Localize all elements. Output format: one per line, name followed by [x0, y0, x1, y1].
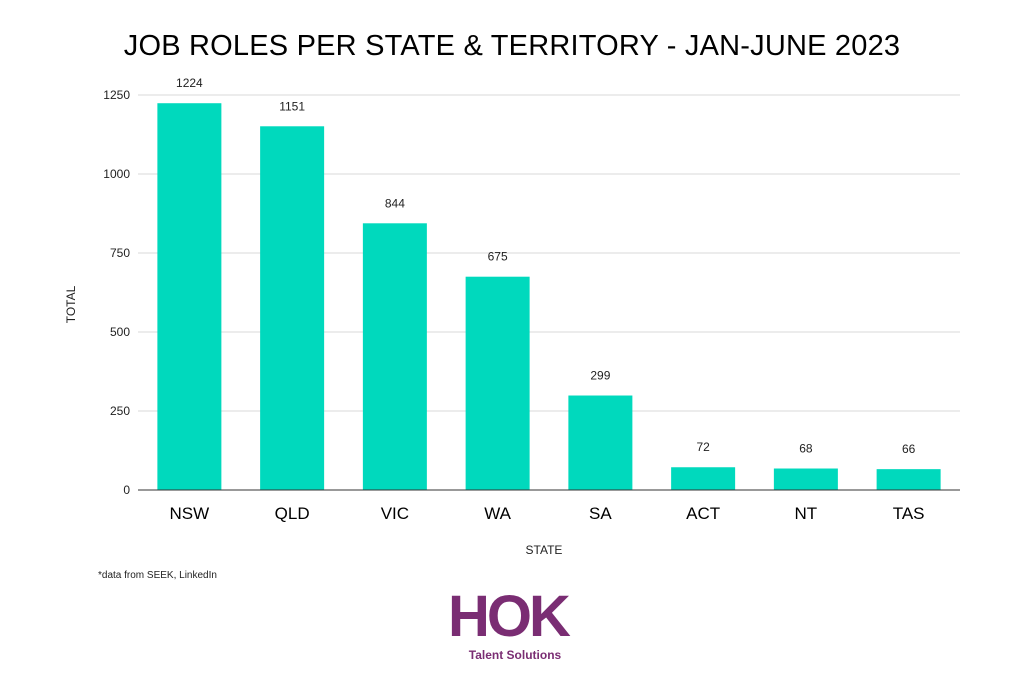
y-tick-label: 250 [110, 404, 130, 418]
data-labels: 1224 1151 844 675 299 72 68 66 [176, 76, 916, 456]
data-label: 844 [385, 196, 405, 210]
y-tick-label: 1000 [103, 167, 130, 181]
bars [157, 103, 941, 490]
data-label: 1224 [176, 76, 203, 90]
data-label: 299 [590, 369, 610, 383]
logo-mark: HOK [448, 584, 571, 649]
y-tick-label: 1250 [103, 88, 130, 102]
y-tick-label: 500 [110, 325, 130, 339]
x-tick-label: NSW [170, 504, 210, 523]
x-axis-label: STATE [526, 543, 563, 557]
y-tick-label: 750 [110, 246, 130, 260]
bar-nsw [157, 103, 222, 490]
y-tick-label: 0 [123, 483, 130, 497]
data-label: 66 [902, 442, 916, 456]
bar-wa [465, 276, 530, 490]
x-tick-label: NT [795, 504, 818, 523]
data-label: 72 [696, 440, 710, 454]
bar-vic [362, 223, 427, 490]
y-axis-label: TOTAL [64, 285, 78, 323]
x-tick-label: WA [484, 504, 511, 523]
logo-tagline: Talent Solutions [468, 648, 562, 662]
x-tick-label: TAS [893, 504, 925, 523]
bar-qld [260, 126, 325, 490]
data-label: 68 [799, 442, 813, 456]
chart-title: JOB ROLES PER STATE & TERRITORY - JAN-JU… [123, 30, 901, 62]
x-tick-label: SA [589, 504, 612, 523]
x-tick-label: VIC [381, 504, 409, 523]
data-label: 675 [488, 250, 508, 264]
data-source-footnote: *data from SEEK, LinkedIn [98, 570, 217, 581]
data-label: 1151 [279, 99, 305, 113]
x-axis-ticks: NSW QLD VIC WA SA ACT NT TAS [170, 504, 925, 523]
bar-sa [568, 395, 633, 490]
company-logo: HOK Talent Solutions [440, 588, 590, 668]
x-tick-label: QLD [275, 504, 310, 523]
x-tick-label: ACT [686, 504, 720, 523]
y-axis-ticks: 0 250 500 750 1000 1250 [103, 88, 130, 497]
bar-nt [773, 468, 838, 490]
bar-tas [876, 469, 941, 490]
bar-act [671, 467, 736, 490]
